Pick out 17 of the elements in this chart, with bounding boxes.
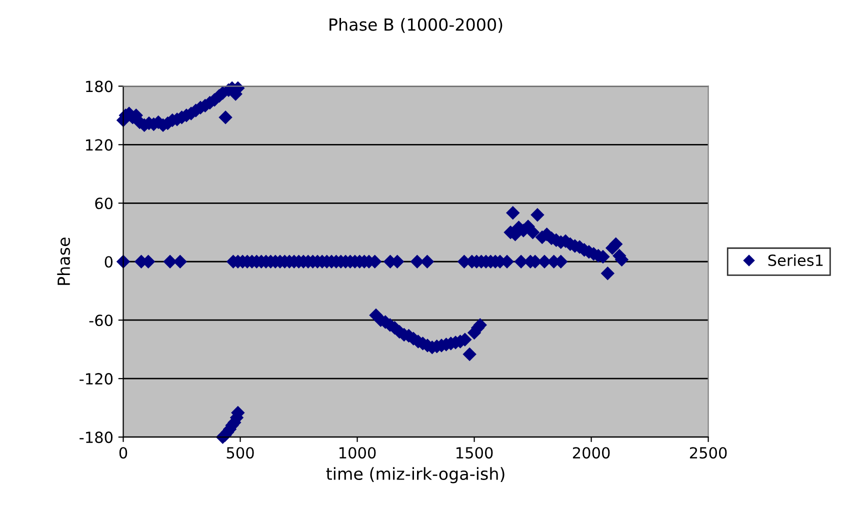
legend-label: Series1 [768, 254, 823, 266]
y-tick-label: -60 [89, 314, 113, 326]
y-tick-label: -120 [80, 373, 113, 385]
y-tick-label: 0 [104, 256, 113, 268]
y-tick-label: 180 [86, 80, 113, 92]
chart-title: Phase B (1000-2000) [330, 18, 502, 33]
x-tick-label: 500 [226, 447, 254, 459]
x-tick-label: 1500 [456, 447, 493, 459]
x-tick-label: 0 [119, 447, 128, 459]
x-tick-label: 2500 [690, 447, 727, 459]
y-axis-title: Phase [57, 238, 70, 285]
y-tick-label: 120 [86, 139, 113, 151]
x-axis-title: time (miz-irk-oga-ish) [326, 467, 504, 484]
y-tick-label: 60 [95, 198, 113, 210]
y-tick-label: -180 [80, 432, 113, 444]
x-tick-label: 2000 [572, 447, 610, 459]
x-tick-label: 1000 [340, 447, 376, 459]
